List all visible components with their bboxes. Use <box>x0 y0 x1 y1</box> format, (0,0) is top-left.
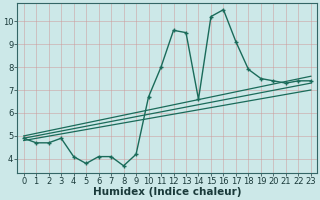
X-axis label: Humidex (Indice chaleur): Humidex (Indice chaleur) <box>93 187 242 197</box>
